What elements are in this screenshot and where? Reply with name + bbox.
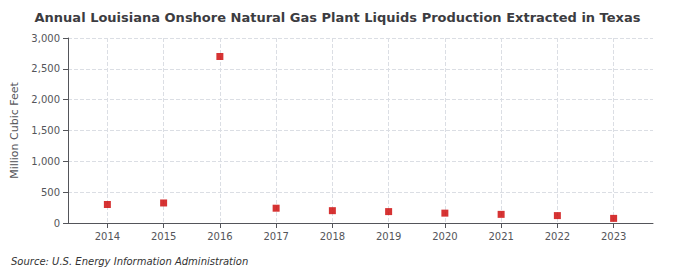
svg-text:Annual Louisiana Onshore Natur: Annual Louisiana Onshore Natural Gas Pla… bbox=[35, 10, 641, 25]
svg-text:2014: 2014 bbox=[95, 231, 120, 242]
svg-text:2,500: 2,500 bbox=[31, 63, 60, 74]
svg-text:2,000: 2,000 bbox=[31, 94, 60, 105]
svg-text:Source: U.S. Energy Informatio: Source: U.S. Energy Information Administ… bbox=[11, 256, 248, 267]
svg-text:2016: 2016 bbox=[207, 231, 232, 242]
svg-text:2023: 2023 bbox=[601, 231, 626, 242]
svg-text:2017: 2017 bbox=[263, 231, 288, 242]
svg-text:2021: 2021 bbox=[488, 231, 513, 242]
svg-text:2022: 2022 bbox=[545, 231, 570, 242]
svg-text:0: 0 bbox=[54, 218, 60, 229]
svg-text:2020: 2020 bbox=[432, 231, 457, 242]
svg-text:1,500: 1,500 bbox=[31, 125, 60, 136]
svg-text:3,000: 3,000 bbox=[31, 33, 60, 44]
svg-text:1,000: 1,000 bbox=[31, 156, 60, 167]
svg-text:2015: 2015 bbox=[151, 231, 176, 242]
svg-text:2018: 2018 bbox=[320, 231, 345, 242]
svg-text:500: 500 bbox=[41, 187, 60, 198]
svg-text:2019: 2019 bbox=[376, 231, 401, 242]
svg-text:Million Cubic Feet: Million Cubic Feet bbox=[8, 81, 21, 178]
